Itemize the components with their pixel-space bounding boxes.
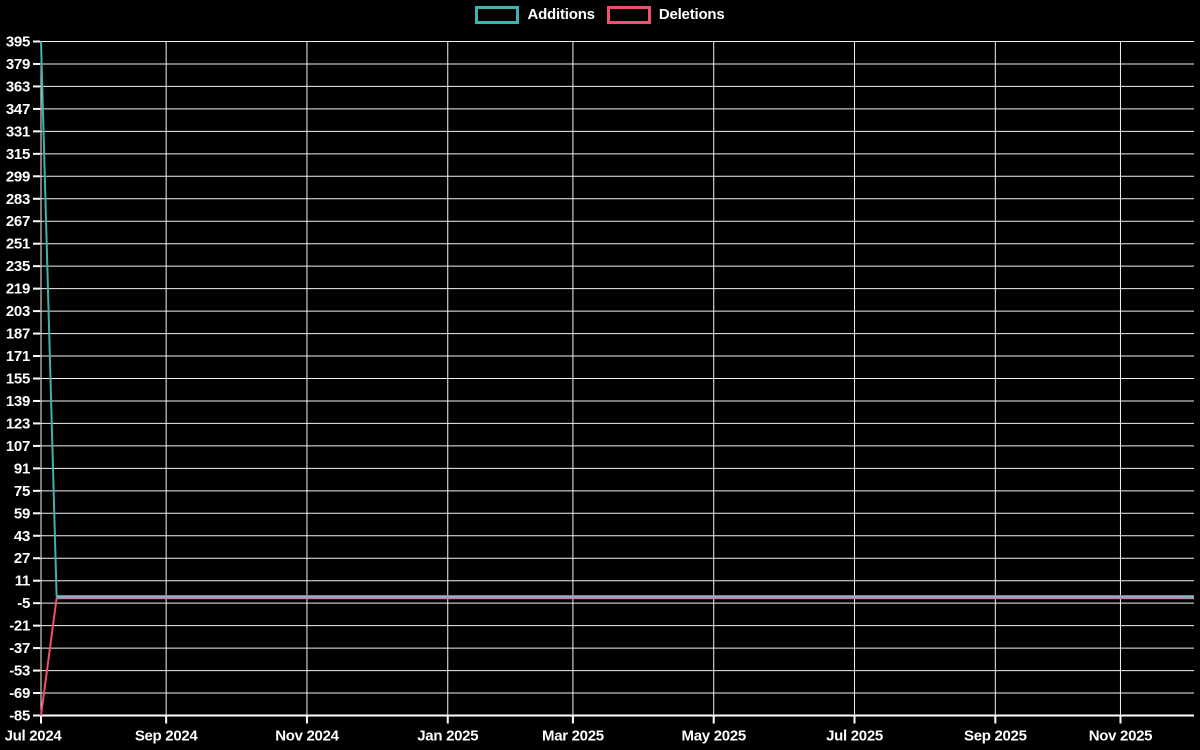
x-tick-label: Jul 2024 xyxy=(5,728,63,745)
legend-item-deletions[interactable]: Deletions xyxy=(606,6,725,24)
y-tick-label: 251 xyxy=(6,236,30,253)
y-tick-label: 203 xyxy=(6,303,30,320)
chart-legend: Additions Deletions xyxy=(0,6,1200,24)
x-tick-label: Nov 2025 xyxy=(1089,728,1152,745)
x-tick-label: Sep 2025 xyxy=(964,728,1027,745)
deletions-legend-label: Deletions xyxy=(658,6,725,23)
x-tick-label: Jan 2025 xyxy=(417,728,478,745)
y-tick-label: 43 xyxy=(14,528,30,545)
y-tick-label: -37 xyxy=(9,640,30,657)
x-tick-label: Sep 2024 xyxy=(135,728,199,745)
y-tick-label: 315 xyxy=(6,146,30,163)
y-tick-label: 363 xyxy=(6,78,30,95)
y-tick-label: 155 xyxy=(6,371,30,388)
deletions-line xyxy=(40,597,1194,716)
y-tick-label: 171 xyxy=(6,348,30,365)
y-tick-label: -69 xyxy=(9,685,30,702)
x-tick-label: Jul 2025 xyxy=(826,728,883,745)
additions-swatch-icon xyxy=(475,6,520,24)
legend-item-additions[interactable]: Additions xyxy=(475,6,595,24)
y-tick-label: 107 xyxy=(6,438,30,455)
y-tick-label: 139 xyxy=(6,393,30,410)
y-tick-label: 347 xyxy=(6,101,30,118)
y-tick-label: 283 xyxy=(6,191,30,208)
y-tick-label: 123 xyxy=(6,415,30,432)
y-tick-label: -85 xyxy=(9,708,30,725)
y-tick-label: 267 xyxy=(6,213,30,230)
y-tick-label: 395 xyxy=(6,34,30,51)
y-tick-label: 27 xyxy=(14,550,30,567)
x-tick-label: Nov 2024 xyxy=(275,728,339,745)
y-tick-label: -53 xyxy=(9,663,30,680)
y-tick-label: 59 xyxy=(14,505,30,522)
y-tick-label: -5 xyxy=(17,595,30,612)
y-tick-label: 219 xyxy=(6,281,30,298)
y-tick-label: 299 xyxy=(6,168,30,185)
y-tick-label: 379 xyxy=(6,56,30,73)
additions-legend-label: Additions xyxy=(527,6,595,23)
x-tick-label: May 2025 xyxy=(682,728,746,745)
y-tick-label: 187 xyxy=(6,326,30,343)
y-tick-label: -21 xyxy=(9,618,30,635)
y-tick-label: 235 xyxy=(6,258,30,275)
deletions-swatch-icon xyxy=(606,6,651,24)
y-tick-label: 331 xyxy=(6,123,30,140)
y-tick-label: 91 xyxy=(14,460,30,477)
y-tick-label: 75 xyxy=(14,483,30,500)
x-tick-label: Mar 2025 xyxy=(542,728,604,745)
y-tick-label: 11 xyxy=(15,573,30,590)
